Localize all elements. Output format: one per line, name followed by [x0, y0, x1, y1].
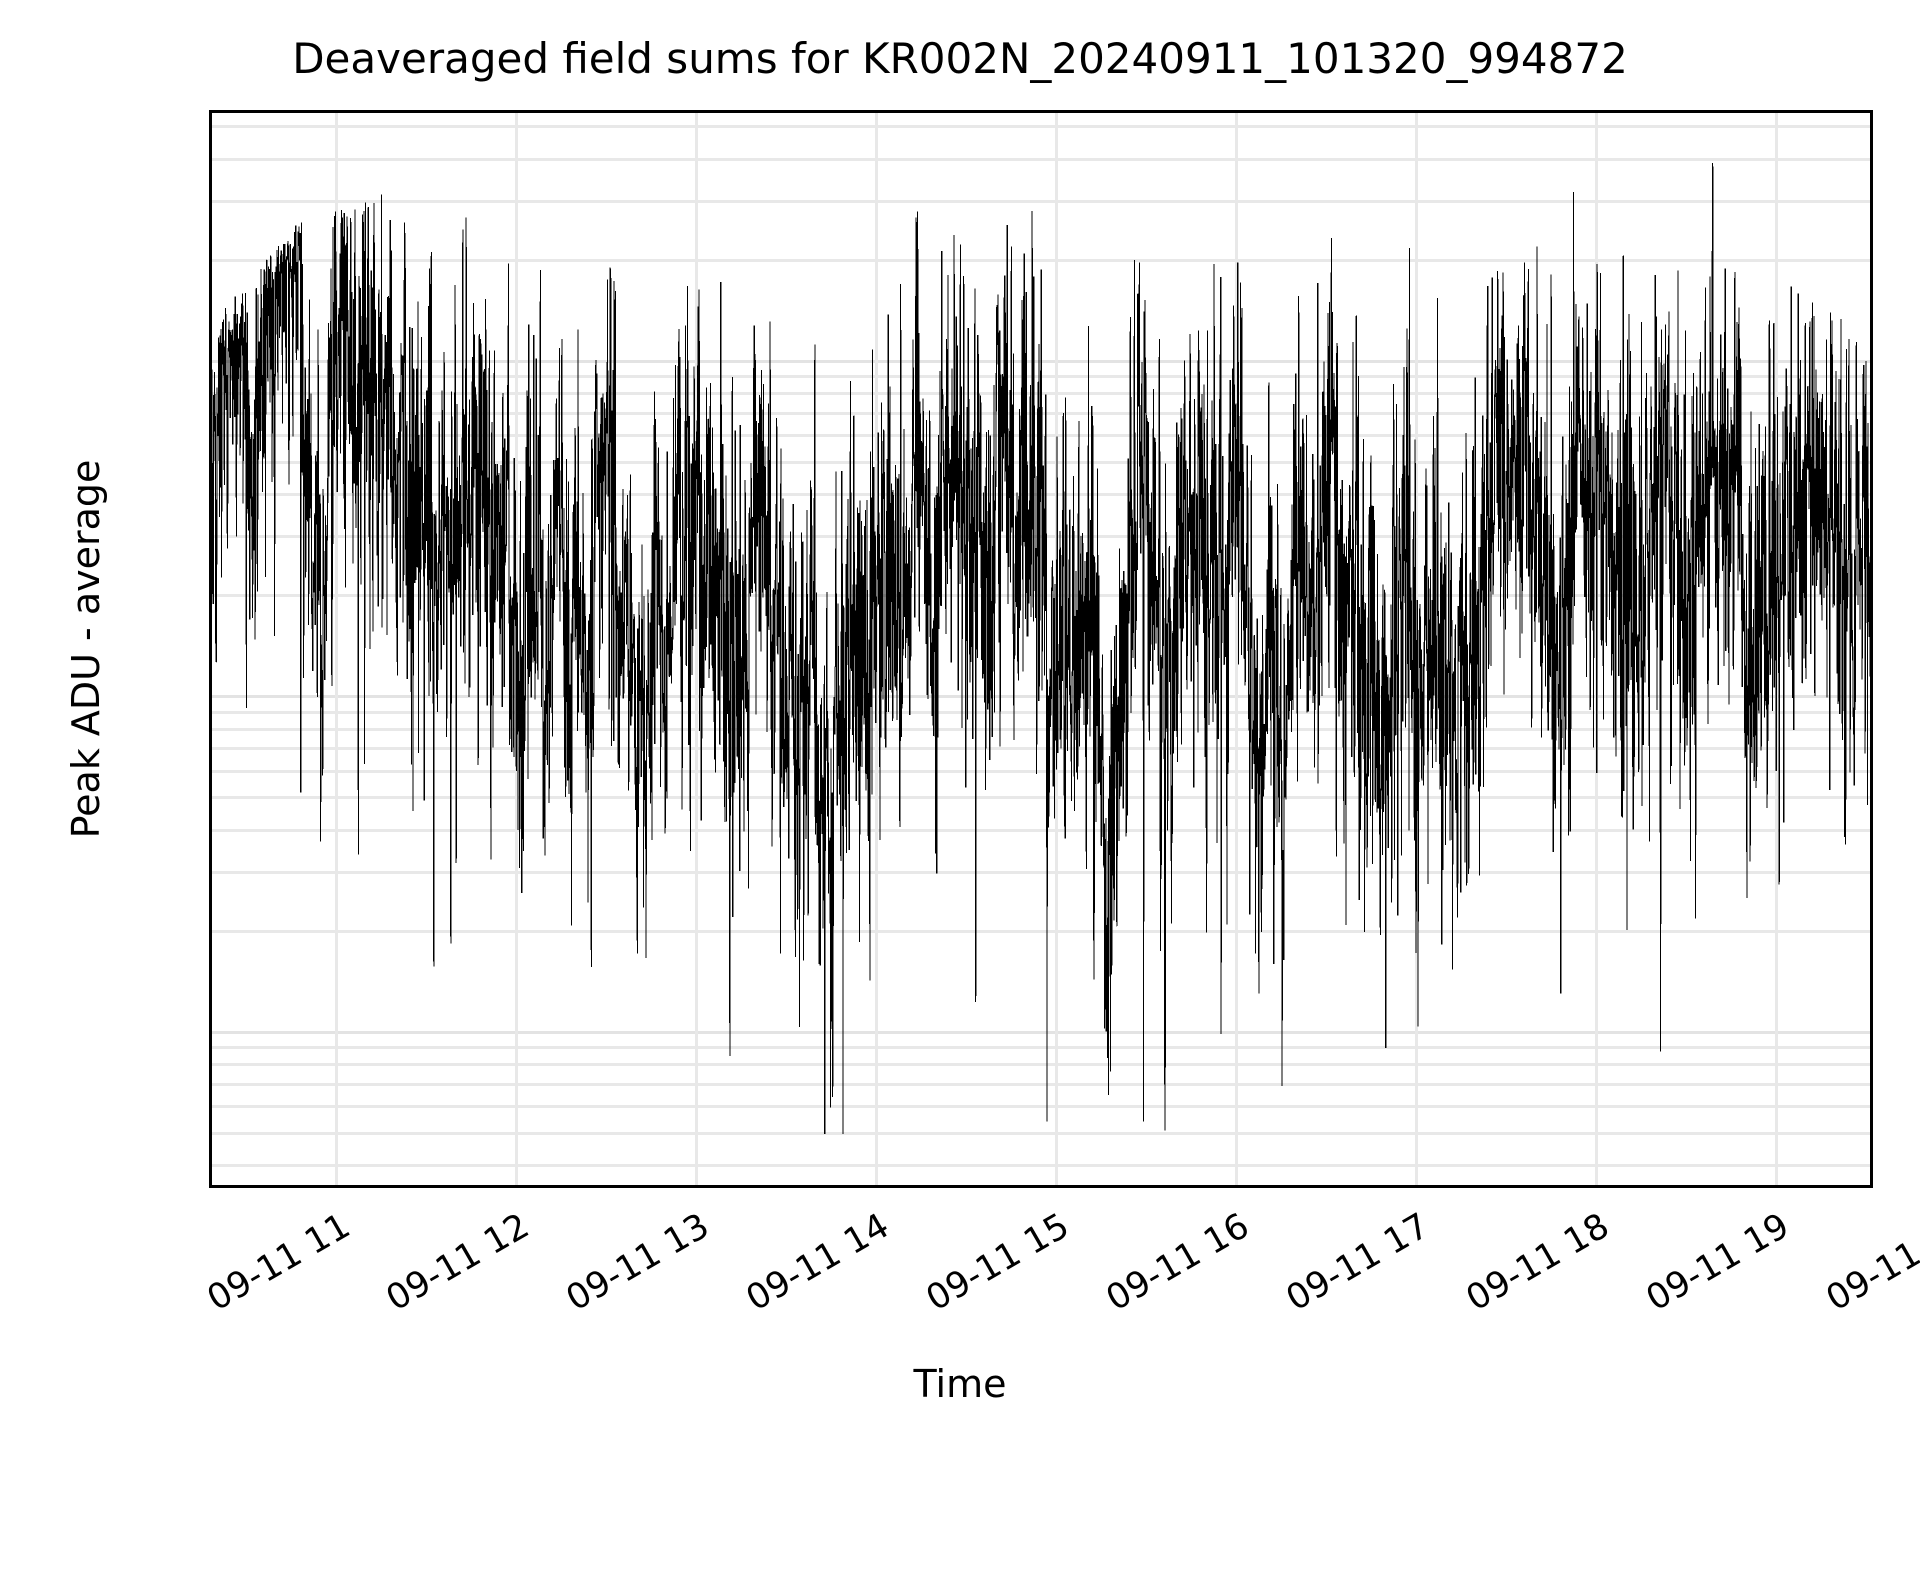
y-tick-minor	[209, 829, 212, 831]
gridline-horizontal	[212, 727, 1870, 731]
gridline-horizontal	[212, 1082, 1870, 1086]
gridline-horizontal	[212, 1063, 1870, 1067]
y-tick-minor	[209, 1063, 212, 1065]
series-line	[212, 163, 1870, 1134]
y-tick-minor	[209, 796, 212, 798]
gridline-vertical	[694, 113, 698, 1185]
y-tick-minor	[209, 412, 212, 414]
x-tick-major	[515, 1185, 518, 1188]
gridline-horizontal	[212, 1164, 1870, 1168]
gridline-horizontal	[212, 1030, 1870, 1034]
y-tick-minor	[209, 259, 212, 261]
x-tick-major	[1595, 1185, 1598, 1188]
gridline-horizontal	[212, 1131, 1870, 1135]
gridline-horizontal	[212, 1104, 1870, 1108]
chart-title: Deaveraged field sums for KR002N_2024091…	[292, 34, 1628, 83]
y-tick-minor	[209, 930, 212, 932]
gridline-horizontal	[212, 796, 1870, 800]
gridline-horizontal	[212, 199, 1870, 203]
y-tick-minor	[209, 375, 212, 377]
y-tick-minor	[209, 1164, 212, 1166]
gridline-horizontal	[212, 870, 1870, 874]
gridline-vertical	[1234, 113, 1238, 1185]
y-tick-minor	[209, 871, 212, 873]
gridline-horizontal	[212, 157, 1870, 161]
y-tick-minor	[209, 1083, 212, 1085]
x-tick-major	[1235, 1185, 1238, 1188]
y-tick-minor	[209, 728, 212, 730]
x-tick-major	[1055, 1185, 1058, 1188]
matplotlib-figure: Deaveraged field sums for KR002N_2024091…	[64, 34, 1920, 1406]
y-axis-label: Peak ADU - average	[64, 459, 108, 839]
y-tick-minor	[209, 1132, 212, 1134]
y-tick-minor	[209, 535, 212, 537]
x-axis-label: Time	[913, 1362, 1007, 1406]
y-tick-minor	[209, 747, 212, 749]
gridline-horizontal	[212, 535, 1870, 539]
x-tick-major	[1775, 1185, 1778, 1188]
y-tick-minor	[209, 158, 212, 160]
gridline-horizontal	[212, 493, 1870, 497]
x-tick-major	[875, 1185, 878, 1188]
gridline-horizontal	[212, 929, 1870, 933]
data-series-layer	[212, 113, 1870, 1185]
gridline-horizontal	[212, 125, 1870, 129]
y-tick-minor	[209, 461, 212, 463]
y-tick-major	[209, 695, 212, 698]
y-tick-major	[209, 360, 212, 363]
y-tick-minor	[209, 711, 212, 713]
gridline-horizontal	[212, 258, 1870, 262]
gridline-horizontal	[212, 1045, 1870, 1049]
gridline-vertical	[335, 113, 339, 1185]
y-tick-minor	[209, 1105, 212, 1107]
y-tick-minor	[209, 125, 212, 127]
x-tick-major	[695, 1185, 698, 1188]
y-tick-minor	[209, 770, 212, 772]
plot-area	[209, 110, 1873, 1188]
x-tick-major	[335, 1185, 338, 1188]
gridline-horizontal	[212, 710, 1870, 714]
gridline-horizontal	[212, 747, 1870, 751]
plot-clip	[212, 113, 1870, 1185]
y-tick-major	[209, 1031, 212, 1034]
gridline-horizontal	[212, 769, 1870, 773]
x-tick-major	[1415, 1185, 1418, 1188]
y-tick-minor	[209, 493, 212, 495]
y-tick-minor	[209, 434, 212, 436]
y-tick-minor	[209, 594, 212, 596]
gridline-horizontal	[212, 828, 1870, 832]
gridline-horizontal	[212, 695, 1870, 699]
gridline-horizontal	[212, 594, 1870, 598]
y-tick-minor	[209, 392, 212, 394]
y-tick-minor	[209, 200, 212, 202]
y-tick-minor	[209, 1046, 212, 1048]
